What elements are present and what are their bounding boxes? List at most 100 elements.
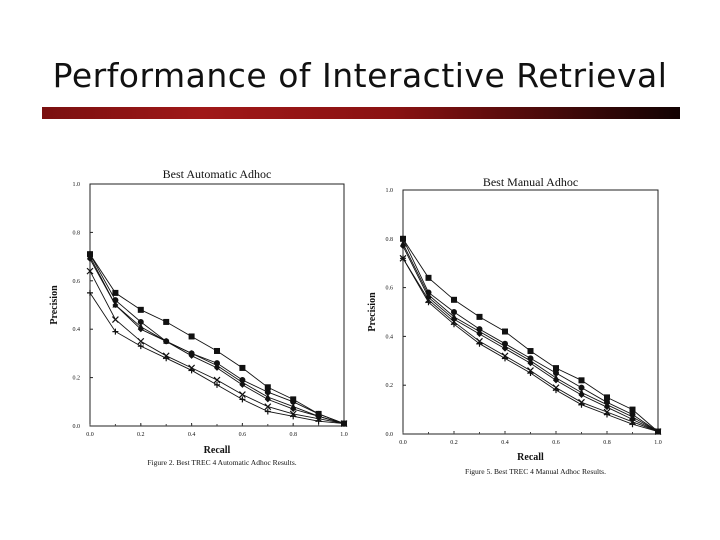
data-point	[111, 316, 119, 323]
data-point	[451, 321, 457, 328]
data-point	[188, 333, 195, 340]
chart-title: Best Manual Adhoc	[483, 175, 578, 189]
y-tick-label: 0.4	[73, 327, 81, 333]
series-square	[400, 235, 661, 435]
series-x	[399, 254, 662, 435]
data-point	[527, 360, 534, 367]
data-point	[400, 255, 406, 262]
data-point	[214, 364, 220, 371]
data-point	[578, 401, 585, 408]
data-point	[476, 313, 483, 320]
y-tick-label: 0.4	[386, 334, 394, 340]
x-tick-label: 0.8	[289, 432, 297, 438]
data-point	[188, 367, 195, 374]
data-point	[86, 267, 94, 275]
y-axis-label: Precision	[49, 285, 60, 325]
data-point	[425, 274, 432, 281]
chart-best-automatic-adhoc: Best Automatic Adhoc 0.0 0.2 0.4 0.6 0.8 1.0 0.…	[49, 167, 348, 467]
data-point	[112, 302, 119, 308]
data-point	[400, 235, 406, 242]
data-point	[604, 411, 610, 418]
data-point	[87, 256, 93, 263]
series-diamond	[87, 256, 347, 427]
y-tick-label: 0.0	[386, 432, 394, 438]
chart-title: Best Automatic Adhoc	[163, 167, 272, 181]
chart-best-manual-adhoc: Best Manual Adhoc 0.0 0.2 0.4 0.6 0.8 1.0 0.0 0.…	[367, 175, 662, 476]
y-tick-label: 0.0	[73, 424, 81, 430]
data-point	[502, 328, 508, 335]
data-point	[451, 309, 457, 315]
data-point	[629, 421, 636, 428]
series-line	[89, 256, 345, 425]
data-point	[290, 406, 297, 413]
data-point	[137, 306, 144, 313]
data-point	[578, 377, 585, 384]
series-line	[402, 238, 659, 432]
data-point	[214, 381, 220, 388]
data-point	[137, 318, 144, 325]
data-point	[239, 381, 246, 388]
series-square	[87, 251, 347, 427]
data-point	[112, 289, 119, 296]
data-point	[137, 343, 144, 350]
data-point	[87, 289, 93, 296]
series-circle	[87, 251, 347, 427]
data-point	[553, 370, 559, 376]
data-point	[264, 403, 272, 411]
y-tick-label: 0.2	[386, 383, 394, 389]
x-tick-label: 0.4	[501, 440, 509, 446]
data-point	[213, 376, 221, 384]
x-tick-label: 0.2	[450, 440, 458, 446]
data-point	[290, 413, 297, 420]
data-point	[502, 355, 508, 362]
data-point	[400, 243, 406, 250]
y-tick-label: 0.6	[73, 279, 81, 285]
data-point	[476, 330, 483, 337]
data-point	[163, 338, 170, 345]
data-point	[655, 428, 661, 435]
series-diamond	[400, 243, 661, 435]
y-tick-label: 0.8	[386, 237, 394, 243]
data-point	[112, 328, 119, 335]
data-point	[553, 387, 559, 394]
data-point	[527, 348, 534, 355]
x-axis-label: Recall	[204, 445, 231, 456]
data-point	[451, 296, 457, 303]
data-point	[629, 406, 636, 413]
x-axis-label: Recall	[517, 452, 544, 463]
series-line	[402, 258, 659, 433]
series-line	[402, 258, 659, 433]
data-point	[604, 394, 610, 401]
data-point	[553, 377, 559, 384]
data-point	[476, 340, 483, 347]
series-line	[402, 238, 659, 432]
series-triangle	[87, 253, 347, 427]
x-tick-label: 1.0	[654, 440, 662, 446]
series-x	[86, 267, 348, 428]
data-point	[315, 418, 322, 425]
data-point	[163, 355, 170, 362]
data-point	[604, 404, 610, 411]
y-tick-label: 1.0	[386, 188, 394, 194]
data-point	[578, 384, 585, 391]
chart-panel-automatic: Best Automatic Adhoc 0.0 0.2 0.4 0.6 0.8 1.0 0.…	[48, 162, 348, 467]
x-tick-label: 0.4	[188, 432, 196, 438]
y-axis-label: Precision	[367, 292, 378, 332]
data-point	[238, 391, 246, 398]
series-line	[89, 292, 345, 425]
y-tick-label: 0.6	[386, 286, 394, 292]
data-point	[502, 345, 508, 352]
x-tick-label: 0.0	[86, 432, 94, 438]
data-point	[290, 398, 297, 405]
y-tick-label: 1.0	[73, 182, 81, 188]
data-point	[553, 365, 559, 372]
chart-panel-manual: Best Manual Adhoc 0.0 0.2 0.4 0.6 0.8 1.0 0.0 0.…	[366, 161, 666, 477]
data-point	[239, 396, 246, 403]
series-plus	[87, 289, 347, 427]
x-tick-label: 0.0	[399, 440, 407, 446]
y-tick-label: 0.8	[73, 230, 81, 236]
y-tick-label: 0.2	[73, 376, 81, 382]
data-point	[214, 347, 220, 354]
data-point	[341, 420, 347, 427]
data-point	[425, 299, 432, 306]
